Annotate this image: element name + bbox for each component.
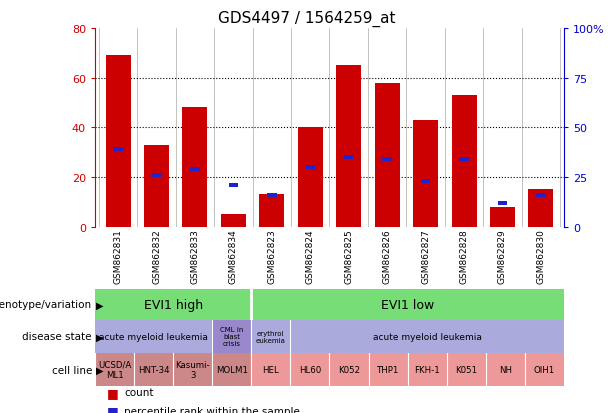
Text: Kasumi-
3: Kasumi- 3: [175, 360, 210, 379]
Text: disease state: disease state: [23, 332, 92, 342]
Bar: [259, 195, 284, 227]
Text: GDS4497 / 1564259_at: GDS4497 / 1564259_at: [218, 10, 395, 26]
Bar: [183, 108, 207, 227]
Bar: [368, 353, 408, 386]
Bar: [447, 353, 486, 386]
Text: GSM862827: GSM862827: [421, 229, 430, 284]
Text: UCSD/A
ML1: UCSD/A ML1: [98, 360, 131, 379]
Bar: [375, 83, 400, 227]
Bar: [212, 353, 251, 386]
Text: CML in
blast
crisis: CML in blast crisis: [220, 327, 243, 347]
Text: erythrol
eukemia: erythrol eukemia: [256, 330, 286, 343]
Text: NH: NH: [499, 365, 512, 374]
Bar: [152, 173, 161, 178]
Text: FKH-1: FKH-1: [414, 365, 440, 374]
Text: GSM862833: GSM862833: [191, 229, 199, 284]
Text: EVI1 low: EVI1 low: [381, 298, 434, 311]
Text: MOLM1: MOLM1: [216, 365, 248, 374]
Text: ▶: ▶: [96, 299, 104, 310]
Bar: [95, 353, 134, 386]
Bar: [212, 320, 251, 353]
Bar: [383, 157, 392, 162]
Bar: [190, 167, 200, 172]
Text: EVI1 high: EVI1 high: [143, 298, 203, 311]
Text: K052: K052: [338, 365, 360, 374]
Bar: [267, 193, 276, 198]
Bar: [305, 166, 315, 170]
Text: GSM862829: GSM862829: [498, 229, 507, 284]
Text: GSM862830: GSM862830: [536, 229, 546, 284]
Text: GSM862824: GSM862824: [306, 229, 314, 283]
Bar: [330, 353, 368, 386]
Text: ■: ■: [107, 404, 119, 413]
Bar: [344, 156, 354, 160]
Text: HNT-34: HNT-34: [138, 365, 169, 374]
Bar: [105, 56, 131, 227]
Text: K051: K051: [455, 365, 478, 374]
Bar: [229, 183, 238, 188]
Bar: [251, 353, 291, 386]
Bar: [291, 320, 564, 353]
Bar: [490, 207, 515, 227]
Text: ▶: ▶: [96, 365, 104, 375]
Text: GSM862834: GSM862834: [229, 229, 238, 284]
Text: HL60: HL60: [299, 365, 321, 374]
Text: count: count: [124, 387, 154, 397]
Bar: [459, 157, 469, 162]
Bar: [251, 320, 291, 353]
Text: genotype/variation: genotype/variation: [0, 299, 92, 310]
Bar: [498, 201, 507, 206]
Bar: [452, 96, 476, 227]
Bar: [95, 320, 212, 353]
Text: GSM862832: GSM862832: [152, 229, 161, 284]
Text: THP1: THP1: [377, 365, 399, 374]
Bar: [486, 353, 525, 386]
Text: GSM862831: GSM862831: [113, 229, 123, 284]
Text: GSM862823: GSM862823: [267, 229, 276, 284]
Bar: [413, 121, 438, 227]
Text: ■: ■: [107, 386, 119, 399]
Bar: [336, 66, 361, 227]
Bar: [95, 289, 251, 320]
Bar: [421, 179, 430, 184]
Bar: [134, 353, 173, 386]
Bar: [528, 190, 554, 227]
Bar: [251, 289, 564, 320]
Text: percentile rank within the sample: percentile rank within the sample: [124, 406, 300, 413]
Bar: [221, 215, 246, 227]
Bar: [536, 193, 546, 198]
Bar: [144, 145, 169, 227]
Text: GSM862826: GSM862826: [383, 229, 392, 284]
Text: HEL: HEL: [262, 365, 280, 374]
Bar: [291, 353, 330, 386]
Text: GSM862828: GSM862828: [460, 229, 468, 284]
Bar: [298, 128, 323, 227]
Text: ▶: ▶: [96, 332, 104, 342]
Text: acute myeloid leukemia: acute myeloid leukemia: [373, 332, 482, 341]
Text: cell line: cell line: [51, 365, 92, 375]
Bar: [113, 147, 123, 152]
Bar: [525, 353, 564, 386]
Text: GSM862825: GSM862825: [345, 229, 353, 284]
Bar: [173, 353, 212, 386]
Bar: [408, 353, 447, 386]
Text: OIH1: OIH1: [534, 365, 555, 374]
Text: acute myeloid leukemia: acute myeloid leukemia: [99, 332, 208, 341]
